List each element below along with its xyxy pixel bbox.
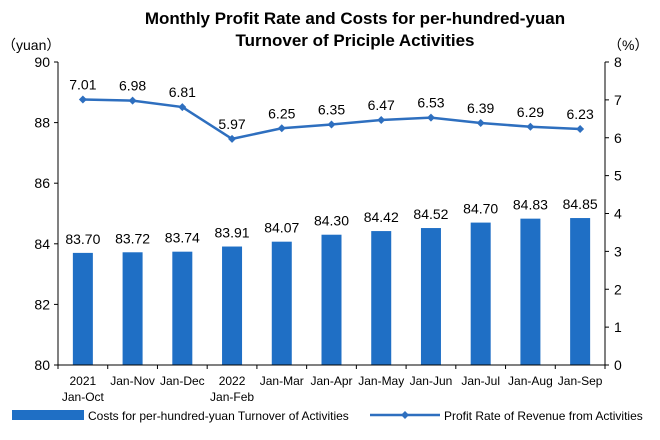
- bar-0: [72, 252, 93, 365]
- x-tick-label-0-0: 2021: [70, 374, 97, 388]
- right-axis-unit: （%）: [608, 37, 648, 53]
- chart-title-line-1: Monthly Profit Rate and Costs for per-hu…: [145, 9, 565, 28]
- line-point-4: [277, 124, 286, 133]
- line-value-label-10: 6.23: [567, 106, 594, 122]
- line-value-label-8: 6.39: [467, 100, 494, 116]
- bar-value-label-1: 83.72: [115, 230, 150, 246]
- bar-value-label-9: 84.83: [513, 197, 548, 213]
- line-value-label-7: 6.53: [417, 95, 444, 111]
- bars-layer: [72, 218, 591, 365]
- bar-value-label-6: 84.42: [364, 209, 399, 225]
- bar-value-label-5: 84.30: [314, 213, 349, 229]
- bar-1: [122, 252, 143, 365]
- right-tick-label-1: 1: [614, 319, 622, 335]
- legend: Costs for per-hundred-yuan Turnover of A…: [12, 409, 643, 423]
- left-tick-label-2: 84: [34, 236, 50, 252]
- right-tick-label-4: 4: [614, 206, 622, 222]
- bar-value-label-10: 84.85: [563, 196, 598, 212]
- x-tick-label-5-0: Jan-Apr: [310, 374, 352, 388]
- x-tick-label-3-1: Jan-Feb: [210, 390, 254, 404]
- line-point-6: [377, 115, 386, 124]
- line-value-label-1: 6.98: [119, 78, 146, 94]
- x-tick-label-6-0: Jan-May: [358, 374, 404, 388]
- bar-value-label-3: 83.91: [215, 225, 250, 241]
- left-tick-label-0: 80: [34, 357, 50, 373]
- left-tick-label-1: 82: [34, 296, 50, 312]
- x-tick-label-3-0: 2022: [219, 374, 246, 388]
- bar-9: [520, 218, 541, 365]
- x-tick-label-7-0: Jan-Jun: [410, 374, 453, 388]
- x-tick-label-2-0: Jan-Dec: [160, 374, 205, 388]
- legend-bar-label: Costs for per-hundred-yuan Turnover of A…: [88, 409, 349, 423]
- line-point-8: [476, 118, 485, 127]
- left-tick-label-3: 86: [34, 175, 50, 191]
- bar-value-label-0: 83.70: [65, 231, 100, 247]
- bar-value-label-7: 84.52: [413, 206, 448, 222]
- right-tick-label-8: 8: [614, 54, 622, 70]
- line-point-9: [526, 122, 535, 131]
- chart-title-line-2: Turnover of Priciple Activities: [235, 31, 474, 50]
- line-value-label-6: 6.47: [368, 97, 395, 113]
- line-layer: [78, 95, 585, 143]
- line-point-1: [128, 96, 137, 105]
- right-tick-label-5: 5: [614, 168, 622, 184]
- legend-line-marker: [401, 411, 409, 419]
- right-tick-label-7: 7: [614, 92, 622, 108]
- bar-value-label-4: 84.07: [264, 220, 299, 236]
- x-tick-label-1-0: Jan-Nov: [110, 374, 155, 388]
- line-value-label-2: 6.81: [169, 84, 196, 100]
- bar-5: [321, 234, 342, 365]
- line-point-7: [426, 113, 435, 122]
- line-point-10: [576, 125, 585, 134]
- bar-4: [271, 241, 292, 365]
- line-value-label-4: 6.25: [268, 105, 295, 121]
- line-value-label-0: 7.01: [69, 76, 96, 92]
- left-tick-label-4: 88: [34, 115, 50, 131]
- line-point-5: [327, 120, 336, 129]
- right-tick-label-0: 0: [614, 357, 622, 373]
- bar-10: [570, 218, 591, 365]
- labels-layer: 83.70 83.72 83.74 83.91 84.07 84.30 84.42 84.52…: [65, 76, 598, 246]
- bar-7: [420, 228, 441, 365]
- right-tick-label-3: 3: [614, 243, 622, 259]
- right-tick-label-6: 6: [614, 130, 622, 146]
- bar-3: [222, 246, 243, 365]
- x-tick-label-0-1: Jan-Oct: [62, 390, 105, 404]
- x-tick-label-8-0: Jan-Jul: [461, 374, 500, 388]
- line-value-label-5: 6.35: [318, 101, 345, 117]
- x-tick-label-10-0: Jan-Sep: [558, 374, 603, 388]
- bar-8: [470, 222, 491, 365]
- bar-6: [371, 231, 392, 365]
- bar-value-label-2: 83.74: [165, 230, 200, 246]
- x-tick-label-4-0: Jan-Mar: [260, 374, 304, 388]
- legend-line-label: Profit Rate of Revenue from Activities: [444, 409, 643, 423]
- left-tick-label-5: 90: [34, 54, 50, 70]
- line-point-0: [78, 95, 87, 104]
- bar-2: [172, 251, 193, 365]
- right-tick-label-2: 2: [614, 281, 622, 297]
- line-point-3: [228, 134, 237, 143]
- x-tick-label-9-0: Jan-Aug: [508, 374, 553, 388]
- legend-bar-swatch: [12, 410, 84, 420]
- axes-layer: 80 82 84 86 88 90 0 1 2 3 4 5 6 7 8 2021 Jan-Oct Jan-Nov J…: [34, 54, 622, 404]
- left-axis-unit: （yuan）: [2, 37, 60, 53]
- line-point-2: [178, 103, 187, 112]
- line-value-label-3: 5.97: [218, 116, 245, 132]
- bar-value-label-8: 84.70: [463, 201, 498, 217]
- line-value-label-9: 6.29: [517, 104, 544, 120]
